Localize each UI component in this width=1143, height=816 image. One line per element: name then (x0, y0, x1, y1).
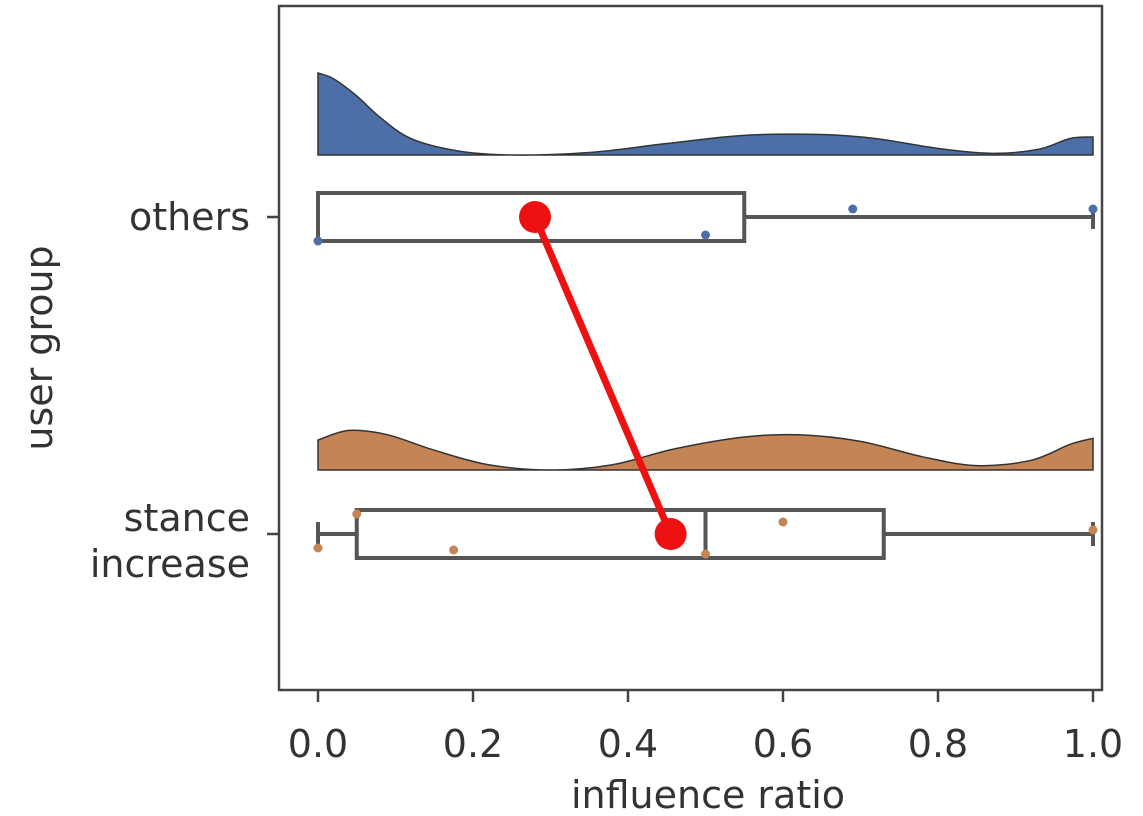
box-plots (316, 191, 1095, 560)
strip-point-stance-increase (449, 545, 459, 555)
strip-point-others (701, 230, 710, 240)
density-cloud-others (317, 71, 1094, 156)
x-tick-label: 1.0 (1063, 722, 1123, 766)
x-axis-ticks: 0.0 0.2 0.4 0.6 0.8 1.0 (288, 690, 1123, 766)
y-tick-label-stance-increase: stance (124, 496, 250, 540)
x-axis-label: influence ratio (571, 773, 845, 816)
strip-point-stance-increase (313, 543, 323, 553)
box-stance-increase (354, 508, 886, 560)
x-tick-label: 0.4 (598, 722, 658, 766)
x-tick-label: 0.2 (443, 722, 503, 766)
x-tick-label: 0.8 (908, 722, 968, 766)
strip-point-stance-increase (778, 517, 788, 527)
density-clouds (317, 71, 1094, 471)
x-tick-label: 0.0 (288, 722, 348, 766)
y-axis-label: user group (17, 245, 61, 450)
strip-point-stance-increase (1088, 525, 1098, 535)
strip-points (313, 204, 1098, 559)
strip-point-others (1088, 204, 1098, 214)
strip-point-stance-increase (701, 549, 710, 559)
x-tick-label: 0.6 (753, 722, 813, 766)
density-cloud-stance-increase (317, 429, 1094, 471)
y-tick-label-stance-increase: increase (90, 542, 250, 586)
strip-point-others (848, 204, 858, 214)
mean-connector-line (531, 215, 674, 536)
strip-point-stance-increase (352, 509, 362, 519)
mean-marker-others (519, 201, 551, 233)
mean-marker-stance-increase (654, 518, 687, 550)
y-tick-label-others: others (129, 195, 250, 239)
strip-point-others (313, 236, 323, 246)
mean-markers (519, 201, 687, 550)
plot-frame (277, 4, 1104, 692)
